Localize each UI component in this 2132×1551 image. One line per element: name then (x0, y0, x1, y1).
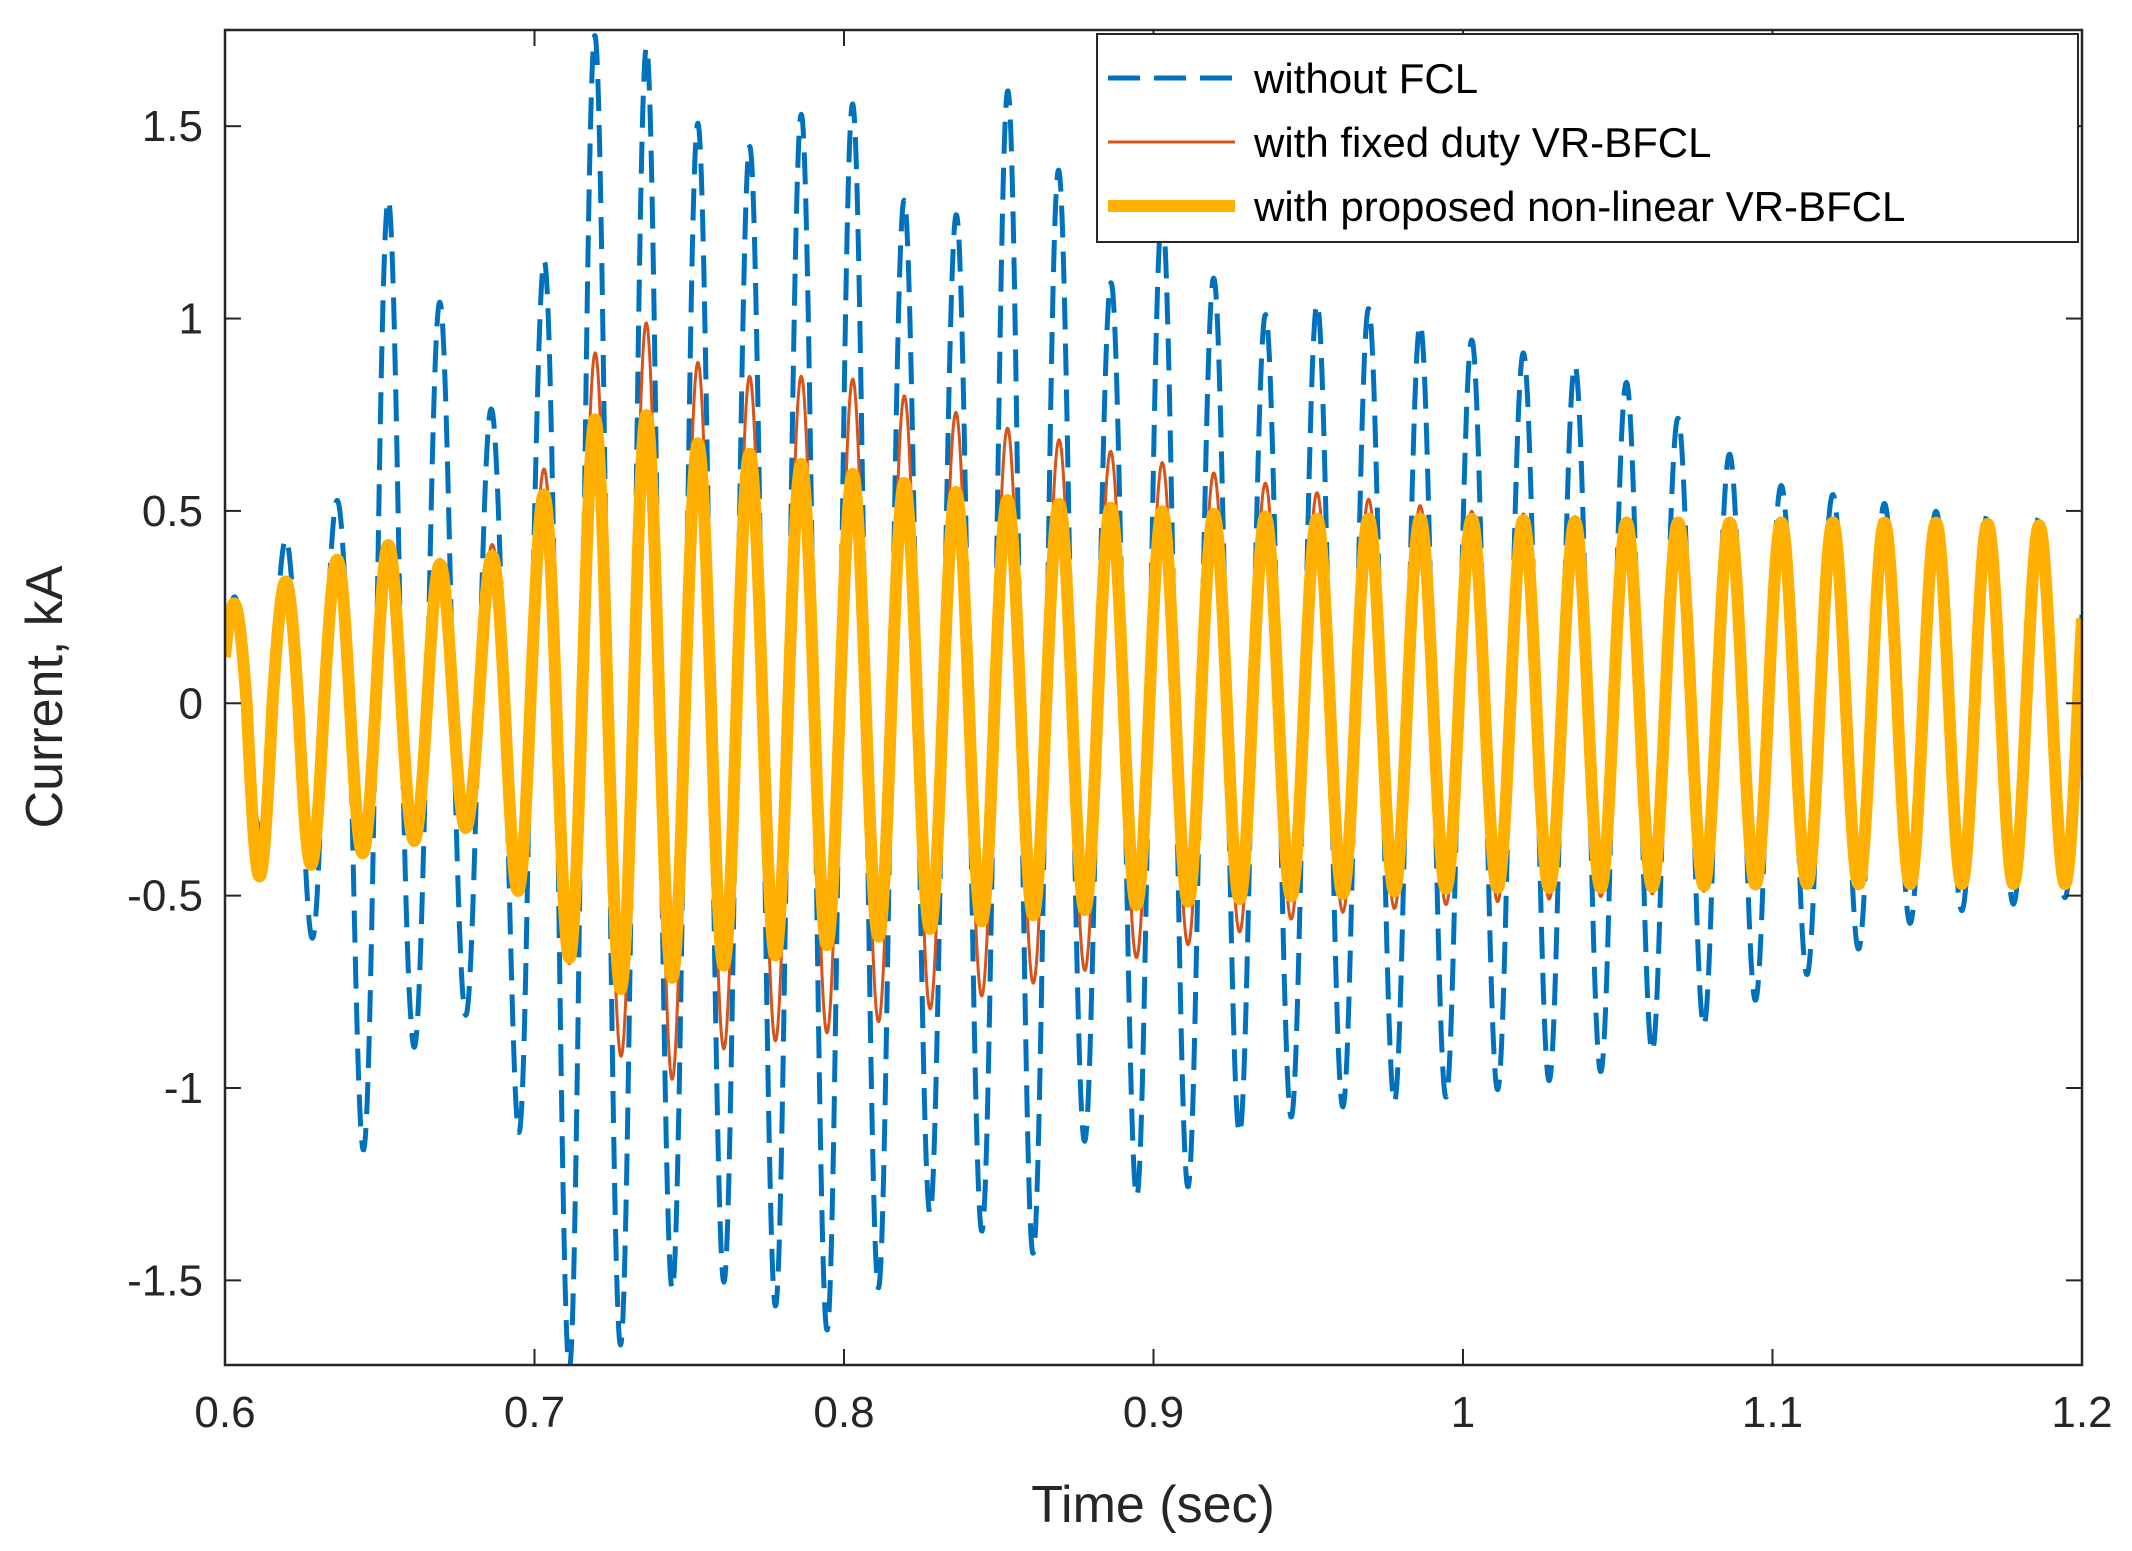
y-tick-label: 0.5 (142, 487, 203, 536)
series-line-2 (225, 409, 2082, 995)
x-tick-label: 1.1 (1742, 1388, 1803, 1437)
legend-label-without-fcl: without FCL (1253, 55, 1478, 102)
x-axis-label: Time (sec) (1031, 1476, 1275, 1534)
y-axis-label: Current, kA (16, 565, 74, 828)
x-tick-label: 0.6 (194, 1388, 255, 1437)
legend-label-proposed: with proposed non-linear VR-BFCL (1253, 183, 1905, 230)
x-tick-label: 0.7 (504, 1388, 565, 1437)
x-tick-label: 1.2 (2051, 1388, 2112, 1437)
y-tick-label: -1.5 (127, 1256, 203, 1305)
y-ticks: -1.5 -1 -0.5 0 0.5 1 1.5 (127, 102, 2082, 1305)
series-layer (225, 33, 2082, 1365)
y-tick-label: -0.5 (127, 872, 203, 921)
legend: without FCL with fixed duty VR-BFCL with… (1096, 33, 2079, 243)
y-tick-label: 1.5 (142, 102, 203, 151)
legend-box (1096, 33, 2079, 243)
x-ticks: 0.6 0.7 0.8 0.9 1 1.1 1.2 (194, 30, 2113, 1437)
y-tick-label: -1 (164, 1064, 203, 1113)
x-tick-label: 0.8 (813, 1388, 874, 1437)
y-tick-label: 0 (179, 679, 203, 728)
plot-frame (223, 28, 2084, 1367)
y-tick-label: 1 (179, 295, 203, 344)
x-tick-label: 1 (1451, 1388, 1475, 1437)
legend-label-fixed-duty: with fixed duty VR-BFCL (1253, 119, 1712, 166)
x-tick-label: 0.9 (1123, 1388, 1184, 1437)
